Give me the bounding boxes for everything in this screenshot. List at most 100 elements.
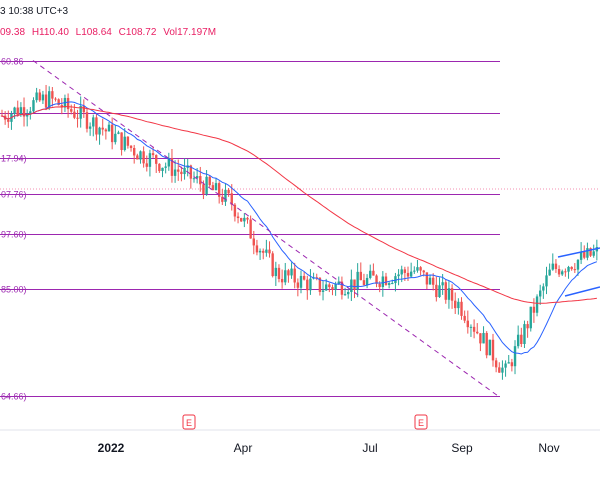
moving-average-slow [1,105,597,304]
candle-body [85,112,89,129]
candle-body [183,167,186,175]
candle-body [164,166,167,168]
candle-body [579,251,583,260]
candle-body [120,132,123,151]
candle-body [70,109,73,112]
candle-body [469,326,473,328]
earnings-marker[interactable]: E [414,414,428,430]
candle-body [482,332,485,344]
candle-body [535,296,539,313]
earnings-marker-box [182,414,196,430]
candle-body [551,263,554,270]
candle-body [454,300,457,309]
candle-body [265,249,268,253]
earnings-marker-box [414,414,428,430]
earnings-marker[interactable]: E [182,414,196,430]
candle-body [88,126,92,129]
candle-body [274,267,278,277]
fib-level-label: 07.76) [1,190,27,200]
candle-body [277,267,281,279]
candle-body [334,283,337,290]
candle-body [554,263,558,270]
candle-body [136,155,139,160]
candle-body [284,270,287,283]
header-volume: Vol17.197M [163,27,217,38]
candle-body [479,333,482,344]
candle-body [280,278,284,283]
candle-body [513,346,517,367]
candle-body [510,362,514,367]
x-tick-label: Apr [234,441,253,455]
candle-body [114,133,117,143]
candle-body [400,269,403,275]
candle-body [416,267,419,271]
candle-body [365,277,369,286]
candle-body [299,275,303,288]
candle-body [66,97,70,110]
moving-average-fast [1,101,598,355]
candle-body [29,111,32,114]
candle-body [205,176,208,195]
candle-body [362,280,366,286]
x-tick-label: 2022 [98,441,125,455]
candle-body [545,275,548,287]
candle-body [249,219,252,239]
candle-body [252,238,255,246]
dashed-trendline [32,60,501,398]
candle-body [573,269,577,271]
candle-body [397,274,400,277]
candle-body [532,306,536,313]
candle-body [548,269,551,276]
candle-body [419,267,422,271]
candle-body [425,272,429,285]
header-datetime: 3 10:38 UTC+3 [0,6,69,17]
header-open: 09.38 [0,27,26,38]
chart-header: 3 10:38 UTC+3 09.38 H110.40 L108.64 C108… [0,0,600,44]
candle-body [262,250,265,253]
candle-body [375,275,378,284]
candle-body [422,270,425,273]
candle-body [57,99,60,106]
candle-body [328,284,331,288]
candle-body [391,283,394,285]
candle-body [148,153,152,167]
candle-body [22,107,26,117]
candle-body [491,339,495,361]
candle-body [539,290,542,297]
candle-body [95,117,98,135]
candle-body [167,158,171,167]
candle-body [441,282,444,286]
candle-body [208,176,211,186]
candle-body [236,216,240,219]
candle-body [98,127,101,135]
candle-body [258,250,262,253]
x-tick-label: Nov [538,441,559,455]
candle-body [139,151,142,160]
candle-body [129,145,133,149]
candle-body [296,282,300,288]
candle-body [48,91,51,108]
candle-body [507,362,510,364]
candle-body [76,117,79,119]
header-low: L108.64 [75,27,112,38]
candle-body [290,268,293,276]
candle-body [145,163,148,167]
candle-body [321,290,325,292]
fib-level-label: 97.60) [1,230,27,240]
candle-body [170,158,174,176]
fib-level-label: 64.66) [1,392,27,402]
candle-body [41,94,45,101]
candle-body [438,285,441,298]
candle-body [447,288,451,300]
candle-body [35,92,38,101]
candle-body [394,276,397,284]
candle-body [107,124,111,132]
candle-body [211,185,215,191]
candle-body [387,283,391,285]
candle-body [199,176,202,185]
candle-body [101,127,104,130]
candle-body [485,332,488,356]
candle-body [347,291,350,295]
fib-level-label: 85.00) [1,285,27,295]
